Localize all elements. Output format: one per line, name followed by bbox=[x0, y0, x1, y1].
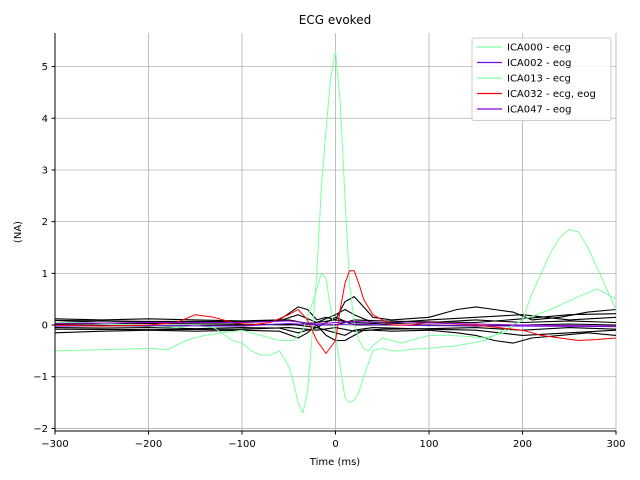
y-tick-label: 0 bbox=[42, 321, 48, 332]
chart-title: ECG evoked bbox=[299, 13, 371, 27]
x-tick-label: −200 bbox=[135, 439, 162, 450]
legend-label: ICA013 - ecg bbox=[507, 74, 571, 85]
y-tick-label: 1 bbox=[42, 269, 48, 280]
series-line-ica032 bbox=[54, 270, 617, 354]
series-line-ica002 bbox=[54, 323, 617, 328]
legend-label: ICA047 - eog bbox=[507, 105, 571, 116]
legend-box bbox=[471, 37, 612, 121]
y-tick-label: 4 bbox=[42, 114, 48, 125]
tick-labels: −300 −200 −100 0 100 200 300 −2 −1 0 1 2 3 4 5 bbox=[33, 62, 625, 450]
y-axis-label: (NA) bbox=[13, 221, 24, 243]
y-tick-label: −2 bbox=[33, 424, 48, 435]
x-tick-label: −300 bbox=[41, 439, 68, 450]
x-tick-label: −100 bbox=[228, 439, 255, 450]
y-tick-label: 5 bbox=[42, 62, 48, 73]
series-line-ica047 bbox=[54, 320, 617, 327]
legend: ICA000 - ecg ICA002 - eog ICA013 - ecg ICA0… bbox=[471, 37, 612, 121]
legend-label: ICA032 - ecg, eog bbox=[507, 89, 596, 100]
series-layer bbox=[54, 50, 617, 414]
x-axis-label: Time (ms) bbox=[309, 457, 361, 468]
x-tick-label: 200 bbox=[513, 439, 532, 450]
x-tick-label: 0 bbox=[332, 439, 338, 450]
series-line-ica000 bbox=[55, 50, 617, 414]
y-tick-label: 2 bbox=[42, 217, 48, 228]
y-tick-label: 3 bbox=[42, 165, 48, 176]
legend-label: ICA000 - ecg bbox=[507, 43, 571, 54]
legend-label: ICA002 - eog bbox=[507, 58, 571, 69]
x-tick-label: 300 bbox=[606, 439, 625, 450]
series-line-ica013 bbox=[54, 272, 617, 404]
series-line-component bbox=[54, 327, 617, 336]
axes bbox=[51, 33, 617, 435]
y-tick-label: −1 bbox=[33, 372, 48, 383]
x-tick-label: 100 bbox=[419, 439, 438, 450]
